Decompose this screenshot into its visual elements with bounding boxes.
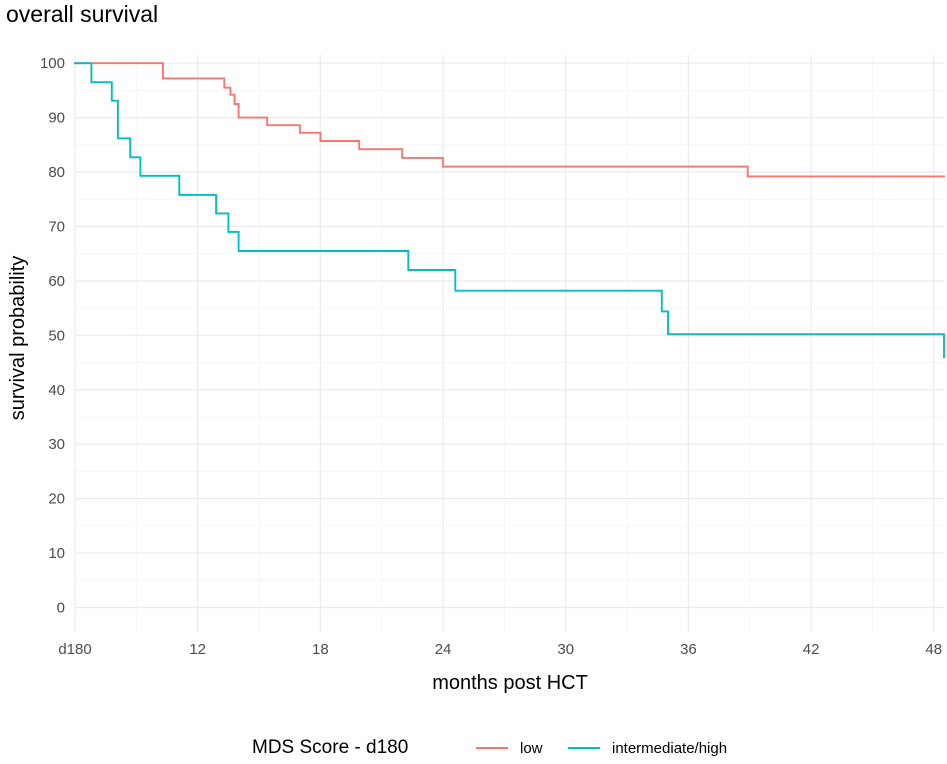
x-tick-label-12: 12 (189, 641, 206, 658)
grid-minor (75, 55, 944, 632)
x-tick-label-36: 36 (680, 641, 697, 658)
series-layer (74, 62, 945, 359)
x-tick-label-d180: d180 (58, 641, 91, 658)
y-axis: 0 10 20 30 40 50 60 70 80 90 100 (40, 55, 65, 616)
legend: MDS Score - d180 low intermediate/high (252, 737, 727, 758)
legend-label-intermediate-high: intermediate/high (612, 740, 727, 757)
y-tick-label-30: 30 (48, 436, 65, 453)
y-tick-label-40: 40 (48, 382, 65, 399)
x-tick-label-30: 30 (557, 641, 574, 658)
y-tick-label-90: 90 (48, 110, 65, 127)
y-tick-label-80: 80 (48, 164, 65, 181)
x-tick-label-42: 42 (803, 641, 820, 658)
legend-label-low: low (520, 740, 543, 757)
y-tick-label-20: 20 (48, 491, 65, 508)
y-tick-label-50: 50 (48, 327, 65, 344)
y-tick-label-70: 70 (48, 218, 65, 235)
legend-title: MDS Score - d180 (252, 737, 408, 758)
grid-major (74, 55, 944, 632)
x-tick-label-18: 18 (312, 641, 329, 658)
x-tick-label-48: 48 (925, 641, 942, 658)
y-tick-label-60: 60 (48, 273, 65, 290)
y-tick-label-0: 0 (57, 600, 65, 617)
chart-title: overall survival (6, 1, 158, 27)
y-tick-label-10: 10 (48, 545, 65, 562)
x-tick-label-24: 24 (435, 641, 452, 658)
series-line-intermediate-high (74, 62, 945, 359)
series-line-low (74, 62, 945, 178)
y-axis-title: survival probability (7, 256, 29, 421)
x-axis: d180 12 18 24 30 36 42 48 (58, 641, 942, 658)
y-tick-label-100: 100 (40, 55, 65, 72)
x-axis-title: months post HCT (432, 672, 588, 694)
